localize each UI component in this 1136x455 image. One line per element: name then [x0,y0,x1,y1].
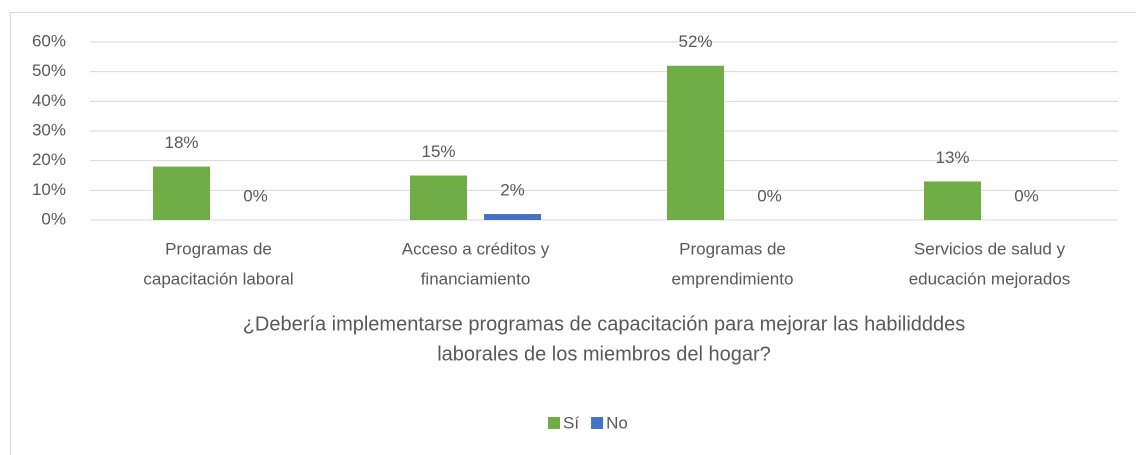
x-tick-label: Programas de [165,239,272,258]
x-tick-label: educación mejorados [909,269,1071,288]
legend-label: Sí [563,413,579,432]
x-axis-title: laborales de los miembros del hogar? [437,343,771,365]
y-tick-label: 10% [32,180,66,199]
y-tick-label: 60% [32,31,66,50]
data-label: 0% [243,186,268,205]
legend-label: No [606,413,628,432]
y-tick-label: 20% [32,150,66,169]
y-tick-label: 40% [32,91,66,110]
data-label: 13% [935,148,969,167]
data-label: 15% [421,142,455,161]
y-tick-label: 50% [32,61,66,80]
bar [410,175,467,220]
bar [667,65,724,220]
x-tick-label: Servicios de salud y [914,239,1066,258]
data-label: 52% [678,32,712,51]
x-tick-label: Acceso a créditos y [402,239,550,258]
bar [484,214,541,220]
y-tick-label: 0% [41,209,66,228]
x-tick-label: Programas de [679,239,786,258]
data-label: 0% [757,186,782,205]
x-tick-label: capacitación laboral [143,269,293,288]
x-axis-title: ¿Debería implementarse programas de capa… [243,313,966,335]
data-label: 18% [164,133,198,152]
y-tick-label: 30% [32,120,66,139]
legend-swatch [548,417,560,429]
legend-swatch [591,417,604,429]
x-tick-label: emprendimiento [672,269,794,288]
chart-border [10,12,1136,455]
x-tick-label: financiamiento [421,269,531,288]
data-label: 0% [1014,186,1039,205]
bar [153,166,210,220]
bar [924,181,981,220]
data-label: 2% [500,181,525,200]
